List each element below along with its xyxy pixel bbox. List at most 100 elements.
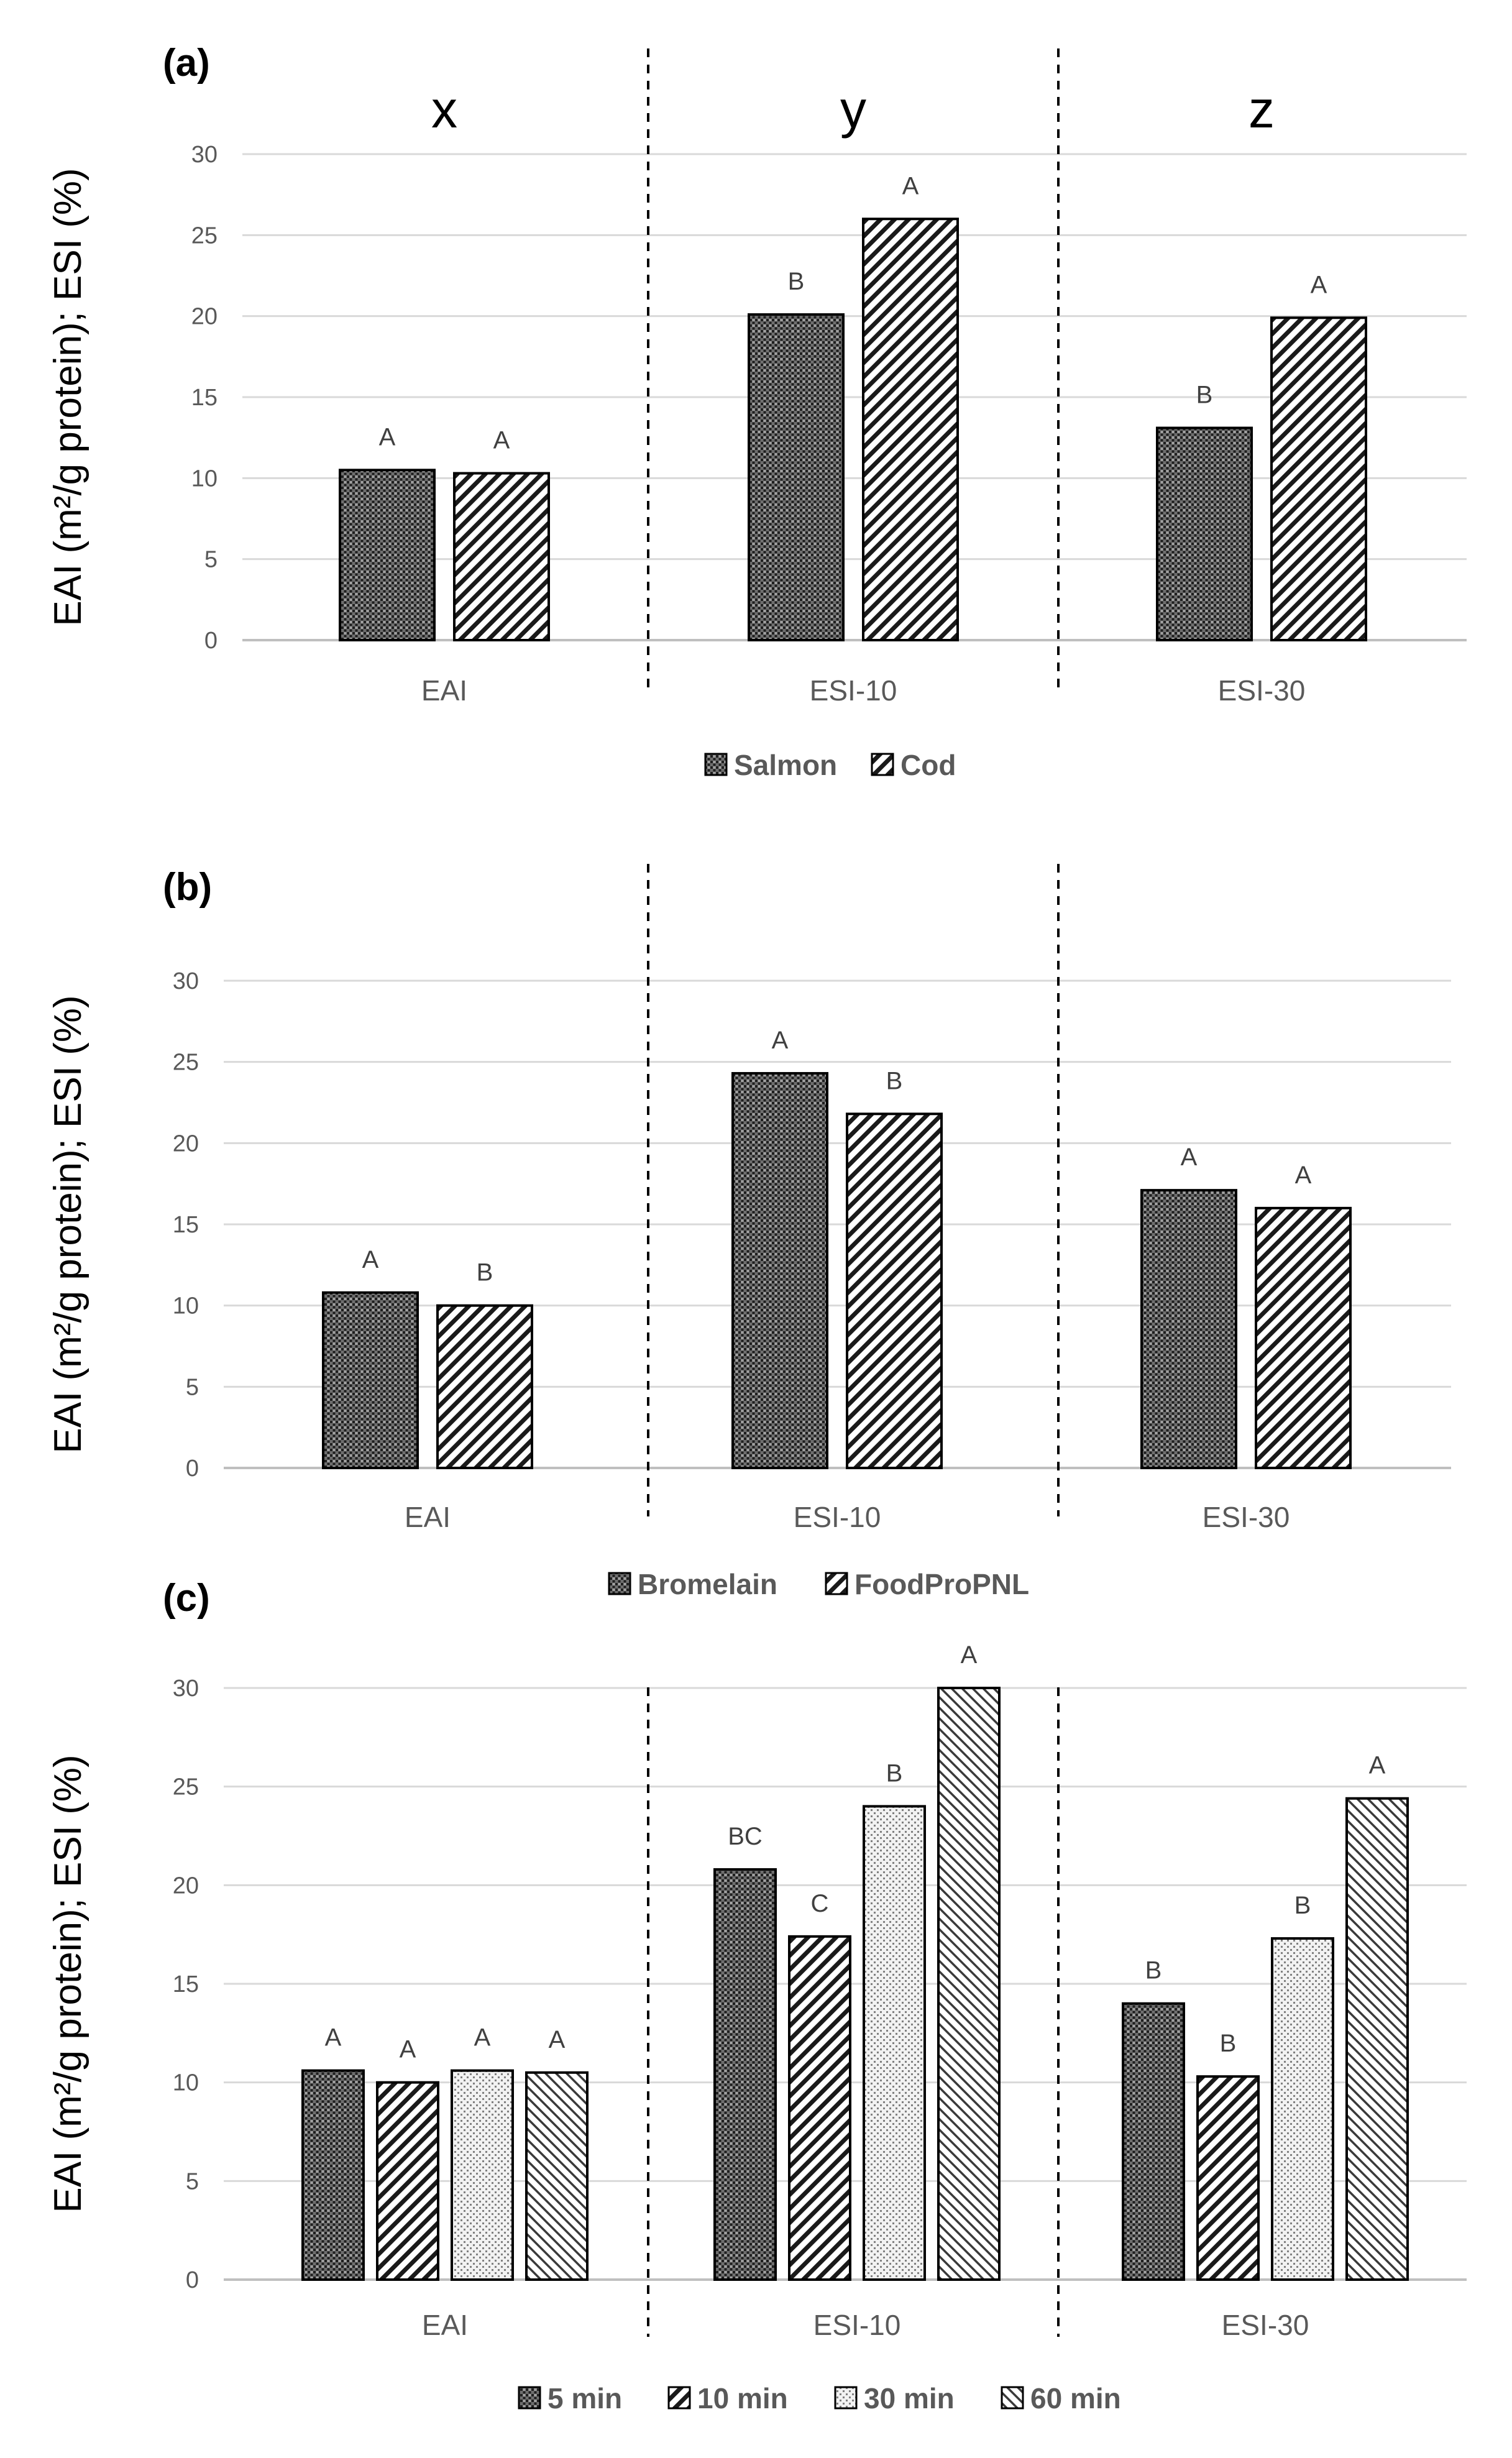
y-axis-title: EAI (m²/g protein); ESI (%) [47, 1754, 89, 2213]
y-tick-label: 15 [191, 385, 218, 411]
y-tick-label: 5 [186, 1374, 199, 1400]
significance-label: B [886, 1759, 903, 1787]
x-category-label: EAI [421, 674, 467, 707]
significance-label: A [1295, 1162, 1312, 1189]
x-category-label: ESI-10 [813, 2309, 901, 2341]
bar-esi-10-salmon [748, 313, 845, 641]
chart-panel-2: 0 5 10 15 20 25 30 A B EAI A B ESI-10 A A ESI-30 (b) EAI … [47, 864, 1451, 1600]
legend-swatch [518, 2386, 541, 2410]
panel-label: (c) [163, 1577, 210, 1620]
legend-swatch [834, 2386, 858, 2410]
legend-entry: 30 min [864, 2382, 955, 2414]
y-tick-label: 15 [173, 1971, 199, 1997]
y-tick-label: 0 [186, 2267, 199, 2293]
bar-esi-10-60-min [937, 1687, 1001, 2281]
bar-eai-5-min [301, 2069, 365, 2281]
y-tick-label: 30 [173, 968, 199, 994]
bar-esi-30-cod [1270, 316, 1367, 642]
y-tick-label: 20 [191, 304, 218, 330]
y-tick-label: 5 [204, 547, 218, 573]
bar-esi-30-foodpropnl [1255, 1206, 1352, 1470]
bar-eai-foodpropnl [436, 1304, 533, 1470]
x-category-label: ESI-10 [810, 674, 897, 707]
significance-label: A [902, 172, 919, 199]
legend-swatch [667, 2386, 691, 2410]
legend-entry: Cod [900, 749, 956, 781]
significance-label: A [474, 2024, 491, 2052]
bar-esi-10-30-min [863, 1805, 926, 2281]
legend: Bromelain FoodProPNL [608, 1568, 1029, 1600]
significance-label: B [1220, 2030, 1237, 2057]
y-tick-label: 0 [186, 1456, 199, 1482]
chart-panel-1: 0 5 10 15 20 25 30 A A EAI B A ESI-10 B A ESI-30 x y z (a) E… [47, 42, 1467, 781]
significance-label: B [1145, 1957, 1162, 1984]
bar-eai-60-min [525, 2071, 589, 2281]
significance-label: A [1369, 1752, 1386, 1779]
panel-label: (a) [163, 42, 210, 85]
bar-eai-cod [453, 472, 550, 641]
y-tick-label: 25 [173, 1050, 199, 1076]
legend: 5 min 10 min 30 min 60 min [518, 2382, 1121, 2414]
y-tick-label: 20 [173, 1130, 199, 1157]
significance-label: C [811, 1890, 829, 1917]
significance-label: A [1311, 271, 1327, 298]
significance-label: B [886, 1067, 903, 1094]
significance-label: A [362, 1246, 379, 1273]
bar-esi-10-foodpropnl [846, 1112, 943, 1469]
x-category-label: ESI-30 [1203, 1501, 1290, 1533]
significance-label: A [379, 423, 396, 451]
section-header: y [840, 80, 866, 139]
y-tick-label: 25 [173, 1774, 199, 1800]
bar-eai-bromelain [322, 1291, 419, 1469]
legend-entry: 10 min [697, 2382, 788, 2414]
legend-entry: Bromelain [638, 1568, 777, 1600]
y-tick-label: 30 [191, 142, 218, 168]
panel-label: (b) [163, 866, 212, 909]
y-tick-label: 25 [191, 222, 218, 249]
bar-esi-30-30-min [1271, 1937, 1334, 2281]
significance-label: A [400, 2036, 416, 2063]
bar-eai-10-min [376, 2081, 439, 2281]
y-tick-label: 10 [173, 1293, 199, 1319]
y-axis-title: EAI (m²/g protein); ESI (%) [47, 995, 89, 1453]
bar-esi-30-5-min [1122, 2002, 1185, 2281]
significance-label: A [1181, 1144, 1198, 1171]
section-header: z [1249, 80, 1275, 139]
legend: Salmon Cod [704, 749, 956, 781]
bar-esi-10-10-min [788, 1935, 851, 2281]
bar-esi-10-bromelain [731, 1071, 828, 1469]
x-category-label: ESI-10 [794, 1501, 881, 1533]
legend-swatch [825, 1572, 848, 1595]
legend-entry: 5 min [548, 2382, 622, 2414]
bar-esi-10-5-min [713, 1868, 777, 2281]
significance-label: BC [728, 1823, 763, 1850]
bar-esi-30-60-min [1345, 1797, 1409, 2281]
significance-label: A [772, 1027, 789, 1054]
y-axis-title: EAI (m²/g protein); ESI (%) [47, 168, 89, 626]
section-header: x [431, 80, 457, 139]
bar-esi-30-bromelain [1140, 1189, 1237, 1469]
legend-swatch [1001, 2386, 1024, 2410]
x-category-label: EAI [405, 1501, 451, 1533]
significance-label: A [549, 2026, 566, 2053]
legend-swatch [608, 1572, 631, 1595]
significance-label: B [788, 268, 805, 295]
significance-label: B [477, 1259, 493, 1286]
legend-swatch [871, 753, 894, 776]
bar-esi-10-cod [862, 218, 959, 641]
y-tick-label: 10 [191, 465, 218, 492]
legend-entry: 60 min [1030, 2382, 1121, 2414]
bar-esi-30-10-min [1196, 2075, 1260, 2281]
legend-swatch [704, 753, 728, 776]
legend-entry: Salmon [734, 749, 837, 781]
x-category-label: ESI-30 [1218, 674, 1306, 707]
y-tick-label: 0 [204, 628, 218, 654]
y-tick-label: 20 [173, 1873, 199, 1899]
y-tick-label: 30 [173, 1676, 199, 1702]
bar-eai-30-min [451, 2069, 514, 2281]
bar-eai-salmon [339, 469, 436, 641]
significance-label: A [961, 1641, 978, 1669]
significance-label: A [325, 2024, 342, 2052]
